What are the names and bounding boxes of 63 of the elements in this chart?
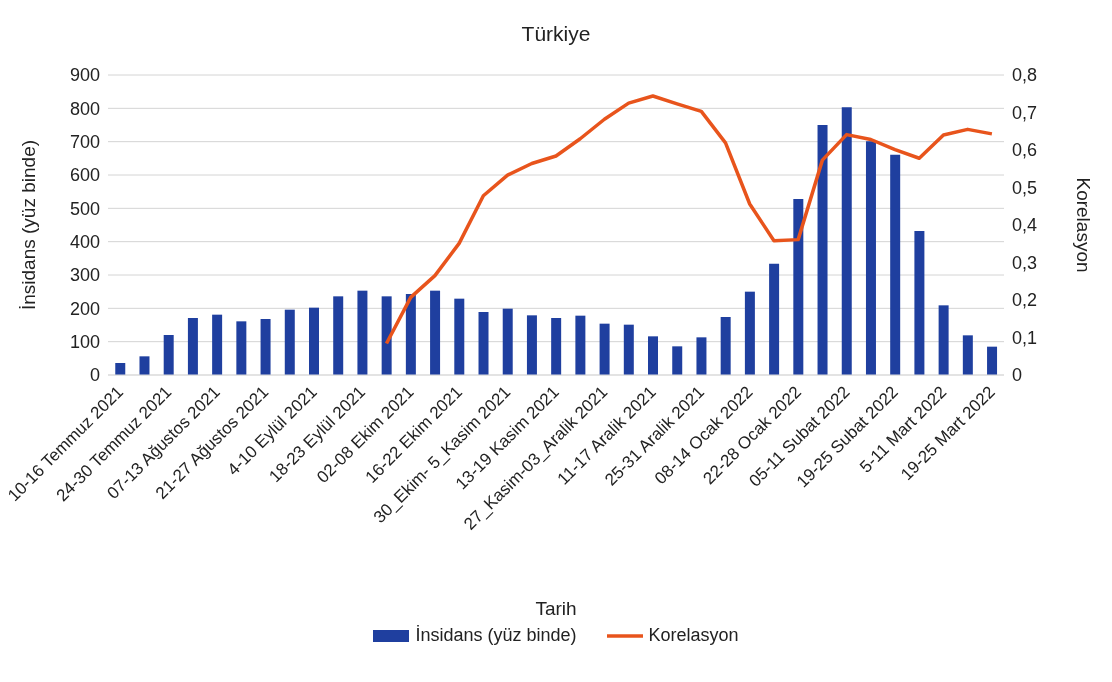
y2-tick-label: 0,3 <box>1012 252 1038 273</box>
bar <box>284 309 295 375</box>
y-tick-label: 200 <box>69 298 100 319</box>
y-tick-label: 900 <box>69 65 100 86</box>
y-axis-title: İnsidans (yüz binde) <box>17 139 39 311</box>
y-tick-label: 600 <box>69 165 100 186</box>
bar <box>914 231 925 375</box>
bar <box>623 324 634 375</box>
bar <box>962 335 973 375</box>
bar <box>793 199 804 375</box>
bar <box>502 308 513 375</box>
y-tick-label: 300 <box>69 265 100 286</box>
legend-label: İnsidans (yüz binde) <box>414 625 577 646</box>
bar <box>260 319 271 375</box>
bar <box>575 315 586 375</box>
y2-tick-label: 0,4 <box>1012 215 1038 236</box>
bar <box>333 296 344 375</box>
bar <box>938 305 949 375</box>
bar <box>890 154 901 375</box>
bar <box>381 296 392 375</box>
y-tick-label: 500 <box>69 198 100 219</box>
chart-title: Türkiye <box>520 21 592 47</box>
y2-tick-label: 0,5 <box>1012 177 1038 198</box>
bar <box>430 290 441 375</box>
y2-tick-label: 0,1 <box>1012 327 1038 348</box>
bar <box>454 298 465 375</box>
y-tick-label: 700 <box>69 132 100 153</box>
bar <box>212 314 223 375</box>
y-tick-label: 100 <box>69 332 100 353</box>
bar <box>308 307 319 375</box>
bar <box>357 290 368 375</box>
bar <box>163 335 174 375</box>
x-axis-title: Tarih <box>535 598 577 619</box>
y2-tick-label: 0,7 <box>1012 102 1038 123</box>
bar <box>841 107 852 375</box>
bar <box>478 312 489 375</box>
bar <box>817 125 828 375</box>
bar <box>599 323 610 375</box>
bar <box>865 141 876 375</box>
bar <box>551 318 562 375</box>
bar <box>115 363 126 375</box>
legend-label: Korelasyon <box>647 625 739 646</box>
bar <box>720 317 731 375</box>
bar <box>648 336 659 375</box>
bar <box>672 346 683 375</box>
bar <box>139 356 150 375</box>
y-tick-label: 0 <box>89 365 100 386</box>
y2-tick-label: 0 <box>1012 365 1023 386</box>
y-tick-label: 800 <box>69 98 100 119</box>
line-series <box>384 94 994 346</box>
bar <box>696 337 707 375</box>
y2-axis-title: Korelasyon <box>1073 177 1095 273</box>
y-tick-label: 400 <box>69 232 100 253</box>
bar <box>187 318 198 375</box>
y2-tick-label: 0,8 <box>1012 65 1038 86</box>
bar <box>744 291 755 375</box>
bar <box>405 294 416 375</box>
bar <box>236 321 247 375</box>
bar <box>526 315 537 375</box>
bar <box>987 346 998 375</box>
y2-tick-label: 0,2 <box>1012 290 1038 311</box>
bar <box>769 263 780 375</box>
y2-tick-label: 0,6 <box>1012 140 1038 161</box>
